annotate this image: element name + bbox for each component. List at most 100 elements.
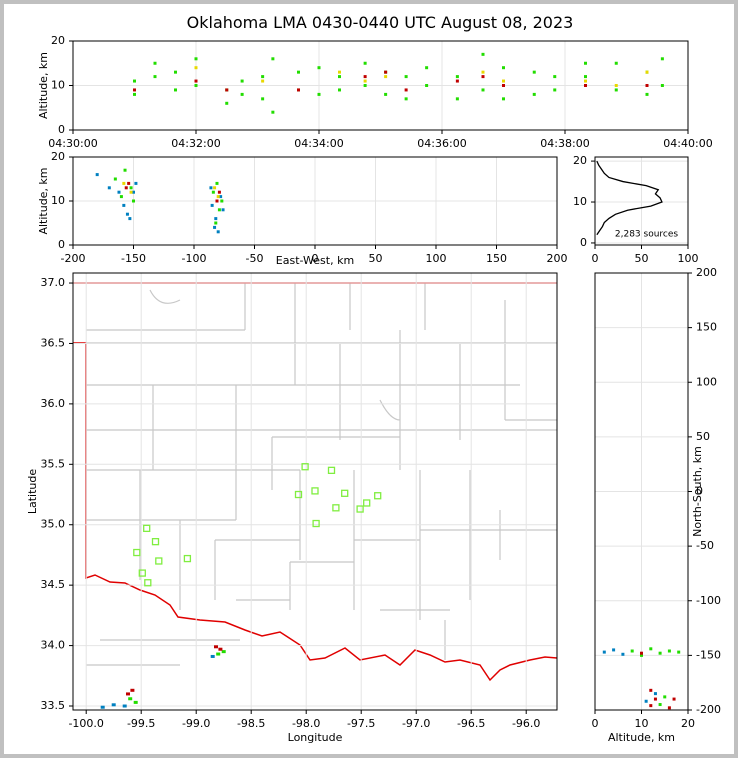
source-point: [677, 650, 681, 654]
source-point: [425, 66, 429, 70]
source-point: [215, 181, 219, 185]
source-point: [455, 79, 459, 83]
annotation: 2,283 sources: [615, 230, 679, 240]
station: [133, 548, 141, 557]
source-point: [614, 84, 618, 87]
source-point: [261, 75, 265, 79]
x-tick-label: -50: [246, 252, 264, 265]
source-point: [225, 101, 229, 105]
source-point: [630, 649, 634, 653]
axes-frame: [72, 272, 558, 711]
altitude-profile: [596, 160, 663, 236]
x-tick-label: 50: [635, 252, 649, 265]
x-tick-label: 04:36:00: [417, 137, 466, 150]
y-tick-label: 50: [696, 430, 710, 443]
source-point: [124, 186, 128, 190]
source-point: [455, 97, 459, 101]
station: [151, 538, 160, 546]
source-point: [481, 52, 485, 56]
source-point: [649, 688, 653, 692]
y-tick-label: 36.0: [41, 397, 66, 410]
source-point: [126, 692, 130, 696]
x-tick-label: -98.0: [292, 717, 320, 730]
x-tick-label: -200: [61, 252, 86, 265]
source-point: [220, 199, 224, 203]
y-tick-label: 0: [58, 123, 65, 136]
source-point: [211, 190, 215, 194]
source-point: [455, 75, 459, 79]
source-point: [338, 70, 341, 74]
station: [327, 466, 336, 475]
source-point: [214, 645, 218, 649]
source-point: [667, 649, 671, 653]
y-tick-label: 0: [58, 238, 65, 251]
x-tick-label: 100: [426, 252, 447, 265]
source-point: [297, 88, 300, 92]
axes-frame: [594, 272, 689, 711]
source-point: [261, 97, 265, 101]
source-point: [502, 97, 505, 101]
y-tick-label: 33.5: [41, 699, 66, 712]
source-point: [621, 652, 625, 656]
source-point: [502, 66, 505, 70]
source-point: [384, 70, 388, 74]
station: [311, 487, 319, 495]
source-point: [658, 651, 662, 655]
y-tick-label: 10: [51, 194, 65, 207]
source-point: [271, 57, 275, 61]
source-point: [128, 217, 132, 221]
source-point: [209, 186, 213, 190]
source-point: [261, 79, 265, 83]
source-point: [649, 704, 653, 708]
source-point: [363, 84, 367, 87]
source-point: [216, 230, 220, 234]
source-point: [363, 79, 367, 83]
source-point: [122, 203, 126, 207]
source-point: [672, 697, 676, 701]
source-point: [125, 212, 129, 216]
x-tick-label: -100: [182, 252, 207, 265]
source-point: [658, 703, 662, 707]
source-point: [174, 88, 177, 92]
y-axis-label: North-South, km: [691, 446, 704, 537]
x-tick-label: 200: [547, 252, 568, 265]
source-point: [660, 84, 664, 87]
source-point: [240, 79, 244, 83]
source-point: [127, 181, 131, 185]
source-point: [532, 70, 536, 74]
source-point: [653, 697, 657, 701]
x-axis-label: Altitude, km: [608, 731, 675, 744]
station: [144, 579, 152, 587]
source-point: [133, 88, 136, 92]
source-point: [317, 92, 321, 96]
source-point: [216, 195, 220, 199]
x-tick-label: 50: [369, 252, 383, 265]
source-point: [663, 695, 667, 699]
station: [301, 463, 309, 471]
source-point: [95, 173, 99, 177]
source-point: [213, 225, 217, 229]
source-point: [153, 75, 157, 79]
source-point: [481, 88, 485, 92]
x-tick-label: -100.0: [68, 717, 103, 730]
source-point: [194, 66, 198, 70]
source-point: [217, 208, 221, 212]
source-point: [645, 70, 649, 74]
source-point: [132, 190, 135, 194]
axes-frame: [594, 156, 689, 246]
x-tick-label: 04:38:00: [540, 137, 589, 150]
y-tick-label: 35.0: [41, 518, 66, 531]
source-point: [240, 92, 244, 96]
source-point: [271, 110, 275, 114]
y-tick-label: 20: [51, 150, 65, 163]
y-axis-label: Altitude, km: [37, 167, 50, 234]
x-tick-label: 04:40:00: [663, 137, 712, 150]
station: [363, 499, 371, 507]
source-point: [221, 208, 225, 212]
y-tick-label: 36.5: [41, 336, 66, 349]
source-point: [317, 66, 321, 70]
source-point: [660, 57, 664, 61]
x-tick-label: 04:32:00: [171, 137, 220, 150]
source-point: [614, 88, 618, 92]
source-point: [218, 647, 223, 651]
